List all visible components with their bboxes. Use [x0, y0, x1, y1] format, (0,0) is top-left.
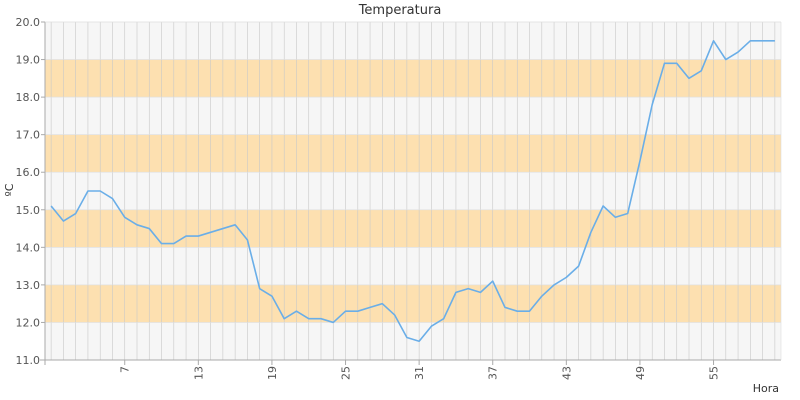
x-tick-label: 49	[634, 366, 647, 380]
y-tick-label: 15.0	[16, 204, 41, 217]
y-tick-label: 16.0	[16, 166, 41, 179]
band-17	[45, 97, 781, 135]
y-tick-labels: 11.0 12.0 13.0 14.0 15.0 16.0 17.0 18.0 19.0 20.0	[16, 16, 45, 367]
background-bands	[45, 22, 781, 360]
y-tick-label: 20.0	[16, 16, 41, 29]
series-layer	[50, 39, 775, 343]
x-tick-label: 13	[192, 366, 205, 380]
band-19	[45, 22, 781, 60]
x-tick-label: 55	[708, 366, 721, 380]
y-tick-label: 17.0	[16, 129, 41, 142]
x-tick-label: 37	[487, 366, 500, 380]
chart-title: Temperatura	[358, 3, 442, 18]
y-tick-label: 18.0	[16, 91, 41, 104]
axes	[40, 21, 782, 365]
band-15	[45, 172, 781, 210]
x-tick-label: 19	[266, 366, 279, 380]
x-tick-labels: 7 13 19 25 31 37 43 49 55	[119, 360, 721, 380]
y-tick-label: 13.0	[16, 279, 41, 292]
y-axis-label: ºC	[3, 183, 16, 196]
vertical-gridlines	[50, 22, 776, 360]
band-16	[45, 134, 781, 173]
y-tick-label: 11.0	[16, 354, 41, 367]
band-18	[45, 59, 781, 98]
y-tick-label: 19.0	[16, 54, 41, 67]
x-tick-label: 31	[413, 366, 426, 380]
series-line	[50, 39, 775, 343]
x-tick-label: 43	[560, 366, 573, 380]
band-12	[45, 284, 781, 323]
x-axis-label: Hora	[753, 382, 779, 395]
x-tick-label: 25	[340, 366, 353, 380]
band-11	[45, 322, 781, 360]
y-tick-label: 12.0	[16, 316, 41, 329]
y-tick-label: 14.0	[16, 241, 41, 254]
x-tick-label: 7	[119, 366, 132, 373]
band-14	[45, 209, 781, 248]
band-13	[45, 247, 781, 285]
